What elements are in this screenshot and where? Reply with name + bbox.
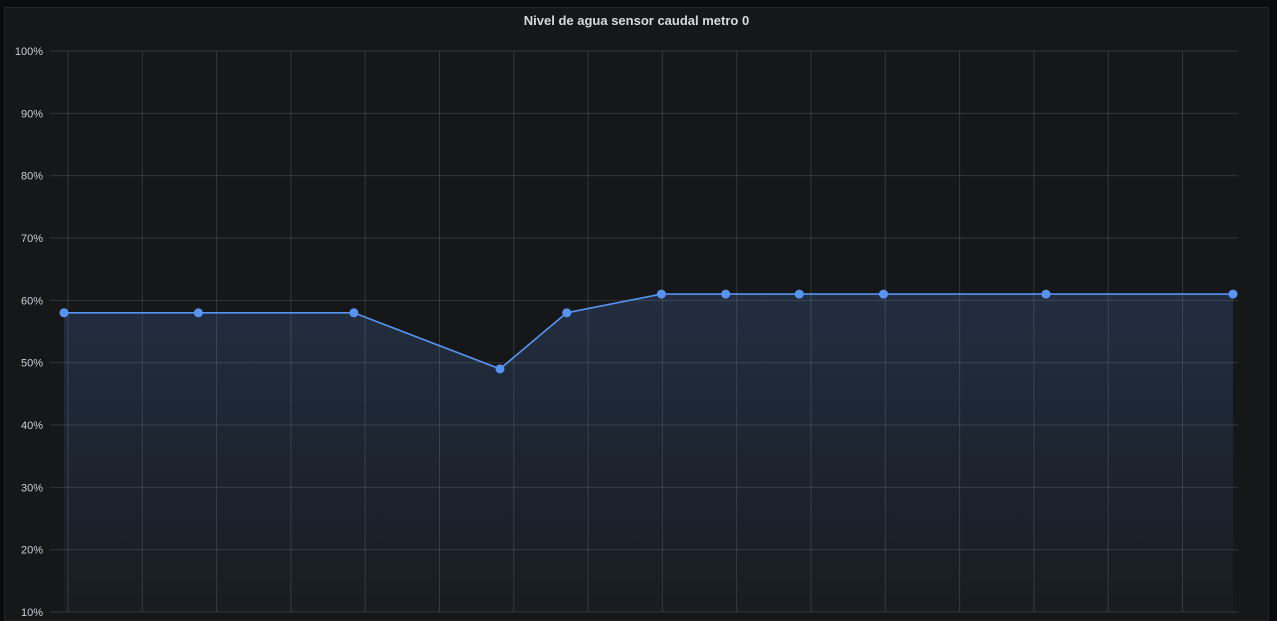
y-tick-label: 60%: [21, 295, 43, 307]
data-point[interactable]: [879, 289, 888, 299]
data-point[interactable]: [495, 364, 505, 374]
series-area: [64, 294, 1233, 612]
series-points: [59, 289, 1238, 374]
y-tick-label: 50%: [21, 358, 43, 370]
y-tick-label: 80%: [21, 171, 43, 183]
data-point[interactable]: [794, 289, 804, 299]
data-point[interactable]: [562, 308, 572, 318]
data-point[interactable]: [656, 289, 666, 299]
data-point[interactable]: [193, 308, 203, 318]
y-tick-label: 30%: [21, 482, 43, 494]
y-axis: 100% 90% 80% 70% 60% 50% 40% 30% 20% 10%: [15, 46, 43, 619]
panel-title: Nivel de agua sensor caudal metro 0: [523, 13, 750, 28]
y-tick-label: 70%: [21, 233, 43, 245]
y-tick-label: 100%: [15, 46, 43, 58]
y-tick-label: 90%: [21, 108, 43, 120]
y-tick-label: 40%: [21, 420, 43, 432]
data-point[interactable]: [1228, 289, 1238, 299]
series-area-fill: [64, 294, 1233, 612]
data-point[interactable]: [1041, 289, 1051, 299]
data-point[interactable]: [59, 308, 69, 318]
data-point[interactable]: [349, 308, 359, 318]
data-point[interactable]: [721, 289, 731, 299]
y-tick-label: 10%: [21, 607, 43, 619]
y-tick-label: 20%: [21, 545, 43, 557]
